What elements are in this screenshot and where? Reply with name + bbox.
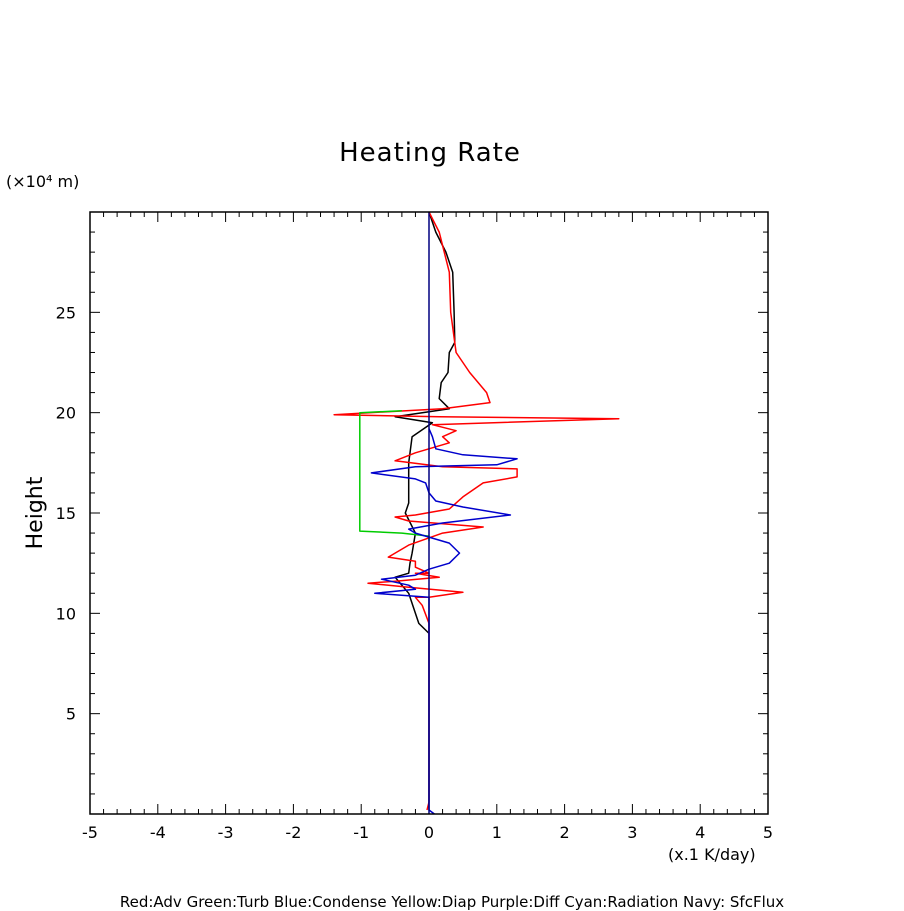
x-tick-label: 2 [560, 823, 570, 842]
y-tick-label: 25 [56, 303, 76, 322]
x-tick-label: 3 [627, 823, 637, 842]
y-tick-label: 10 [56, 604, 76, 623]
x-tick-label: -1 [353, 823, 369, 842]
y-tick-labels: 5 10 15 20 25 [56, 303, 76, 723]
y-tick-label: 5 [66, 705, 76, 724]
x-tick-labels: -5 -4 -3 -2 -1 0 1 2 3 4 5 [82, 823, 773, 842]
x-tick-label: 1 [492, 823, 502, 842]
x-tick-label: -5 [82, 823, 98, 842]
x-unit-label: (x.1 K/day) [668, 845, 756, 864]
y-unit-label: (×10⁴ m) [6, 172, 80, 191]
x-tick-label: -3 [218, 823, 234, 842]
x-tick-label: 4 [695, 823, 705, 842]
data-series [333, 211, 620, 815]
chart-title: Heating Rate [339, 138, 521, 168]
y-tick-label: 20 [56, 404, 76, 423]
x-tick-label: -4 [150, 823, 166, 842]
color-legend: Red:Adv Green:Turb Blue:Condense Yellow:… [119, 893, 785, 911]
series-line-2 [333, 211, 620, 811]
y-axis-label: Height [23, 476, 48, 549]
x-tick-label: 0 [424, 823, 434, 842]
x-tick-label: -2 [285, 823, 301, 842]
series-line-4 [370, 428, 518, 815]
series-line-1 [394, 211, 456, 634]
y-tick-label: 15 [56, 504, 76, 523]
plot-frame [89, 211, 769, 815]
x-tick-label: 5 [763, 823, 773, 842]
axis-ticks [89, 212, 769, 814]
